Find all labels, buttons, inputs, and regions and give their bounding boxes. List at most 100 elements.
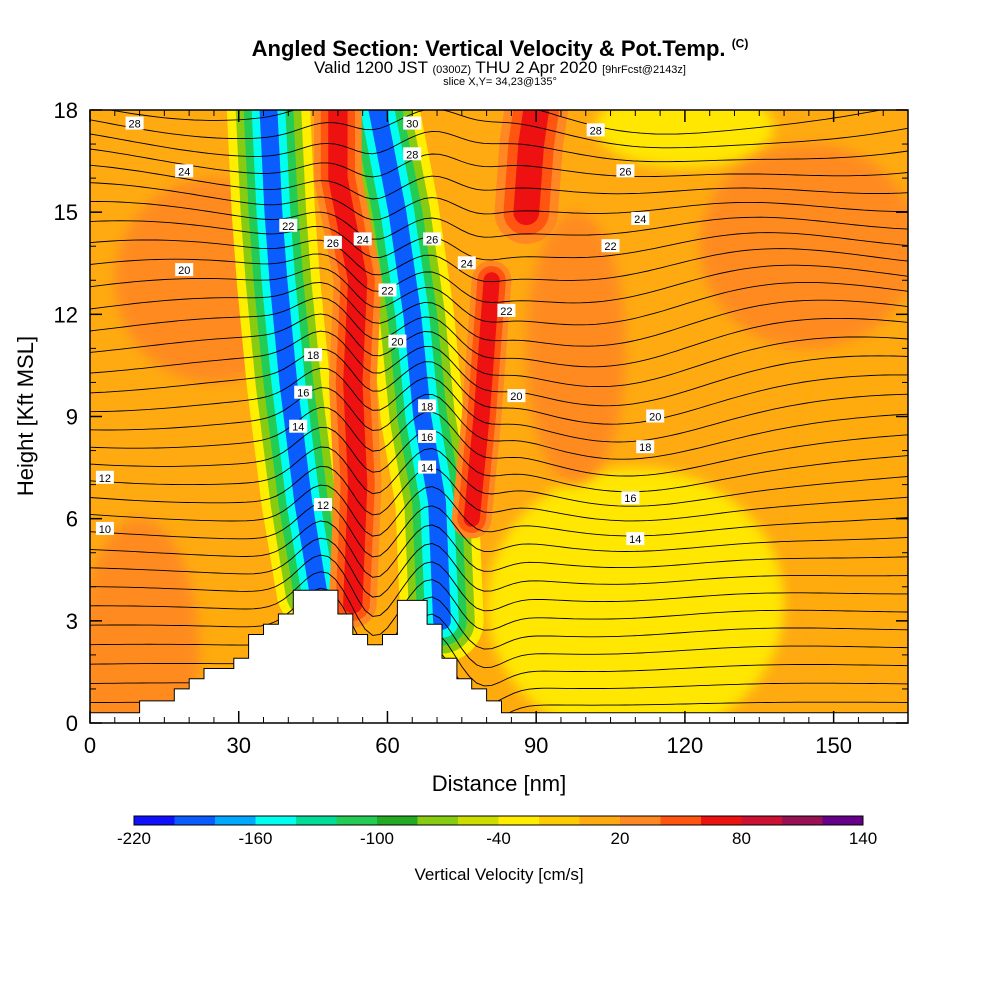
contour-label-bg xyxy=(175,263,194,277)
field-region-5 xyxy=(90,518,200,723)
contour-label: 26 xyxy=(423,232,442,246)
colorbar-tick-label: -100 xyxy=(360,829,394,848)
contour-label-bg xyxy=(279,218,298,232)
x-tick-label: 150 xyxy=(815,733,852,758)
contour-label-text: 20 xyxy=(178,265,190,277)
contour-label-bg xyxy=(403,116,422,130)
contour-label-bg xyxy=(125,116,144,130)
contour-label-bg xyxy=(353,232,372,246)
colorbar-swatch xyxy=(782,816,823,825)
contour-label-bg xyxy=(95,470,114,484)
isentrope xyxy=(90,297,908,368)
contour-label-text: 12 xyxy=(99,473,111,485)
contour-label-bg xyxy=(631,212,650,225)
contour-labels: 28 24 22 26 24 30 28 26 24 20 22 20 18 16 14 18 16 14 12 12… xyxy=(95,116,665,546)
x-tick-label: 120 xyxy=(667,733,704,758)
contour-label-bg xyxy=(636,440,655,454)
contour-label-text: 22 xyxy=(500,306,512,318)
colorbar-swatch xyxy=(458,816,499,825)
contour-label: 16 xyxy=(418,429,437,444)
band-layer-2 xyxy=(328,110,368,614)
contour-label: 16 xyxy=(621,491,640,505)
contour-label-bg xyxy=(616,164,635,178)
contour-label-bg xyxy=(95,521,114,535)
contour-label-text: 24 xyxy=(634,214,646,226)
colorbar-swatch xyxy=(417,816,459,825)
isentrope xyxy=(90,330,908,407)
contour-label: 18 xyxy=(636,440,655,454)
contour-label-bg xyxy=(601,239,620,253)
x-axis-title: Distance [nm] xyxy=(432,771,567,796)
contour-label-bg xyxy=(423,232,442,246)
band-updraft-top xyxy=(494,110,568,244)
colorbar-tick-label: -160 xyxy=(238,829,272,848)
contour-label-text: 12 xyxy=(317,500,329,512)
isentrope xyxy=(90,426,908,493)
contour-label-text: 10 xyxy=(99,524,111,536)
contour-label-text: 16 xyxy=(624,493,636,505)
isentrope xyxy=(90,110,908,149)
contour-label-bg xyxy=(497,303,516,317)
contour-label-text: 24 xyxy=(357,234,369,246)
contour-label-bg xyxy=(323,235,342,249)
colorbar-swatch xyxy=(579,816,621,825)
contour-label-text: 14 xyxy=(292,422,304,434)
colorbar-swatch xyxy=(741,816,783,825)
x-tick-label: 60 xyxy=(375,733,399,758)
field-region-1 xyxy=(486,467,785,723)
contour-label-bg xyxy=(457,256,476,270)
x-tick-label: 30 xyxy=(226,733,250,758)
contour-label-text: 28 xyxy=(128,119,140,131)
field-region-2 xyxy=(595,110,775,168)
isentrope xyxy=(90,220,908,261)
contour-label-text: 14 xyxy=(629,534,641,546)
contour-label: 22 xyxy=(497,303,516,318)
chart-title-text: Angled Section: Vertical Velocity & Pot.… xyxy=(251,36,726,61)
colorbar-swatch xyxy=(255,816,297,825)
contour-label-text: 28 xyxy=(590,125,602,137)
contour-label: 24 xyxy=(175,164,194,178)
contour-label-bg xyxy=(403,147,422,161)
contour-label-bg xyxy=(388,334,407,348)
contour-label: 26 xyxy=(323,235,342,250)
contour-label-text: 28 xyxy=(406,149,418,161)
contour-label-bg xyxy=(378,283,397,297)
contour-label-text: 16 xyxy=(421,432,433,444)
contour-label-bg xyxy=(626,532,645,546)
isentrope xyxy=(90,130,908,163)
y-tick-label: 3 xyxy=(66,609,78,634)
band-downdraft-west xyxy=(226,110,360,632)
isentrope xyxy=(90,520,908,578)
y-tick-label: 0 xyxy=(66,711,78,736)
y-tick-label: 9 xyxy=(66,405,78,430)
terrain-silhouette xyxy=(89,589,909,724)
isentrope xyxy=(90,406,908,477)
y-tick-label: 15 xyxy=(54,200,78,225)
colorbar-swatch xyxy=(498,816,540,825)
contour-label: 18 xyxy=(418,399,437,413)
isentrope xyxy=(90,367,908,443)
contour-label: 26 xyxy=(616,164,635,178)
contour-label-text: 24 xyxy=(178,166,190,178)
colorbar-swatch xyxy=(539,816,580,825)
contour-lines xyxy=(90,110,908,723)
isentrope xyxy=(90,182,908,221)
contour-label-text: 26 xyxy=(619,166,631,178)
isentrope xyxy=(90,201,908,240)
contour-label-text: 16 xyxy=(297,388,309,400)
contour-label-text: 22 xyxy=(282,221,294,233)
colorbar-swatch xyxy=(822,816,864,825)
contour-label-text: 20 xyxy=(649,412,661,424)
contour-label-text: 24 xyxy=(461,258,473,270)
x-tick-label: 0 xyxy=(84,733,96,758)
contour-label: 24 xyxy=(457,256,476,270)
colorbar-swatch xyxy=(660,816,702,825)
contour-label-bg xyxy=(507,389,526,403)
isentrope xyxy=(90,621,908,692)
plot-area xyxy=(90,110,908,723)
contour-label: 28 xyxy=(125,116,144,131)
contour-label-text: 26 xyxy=(327,238,339,250)
colorbar-swatch xyxy=(215,816,256,825)
contour-label-bg xyxy=(289,419,308,433)
contour-label-bg xyxy=(418,429,437,443)
